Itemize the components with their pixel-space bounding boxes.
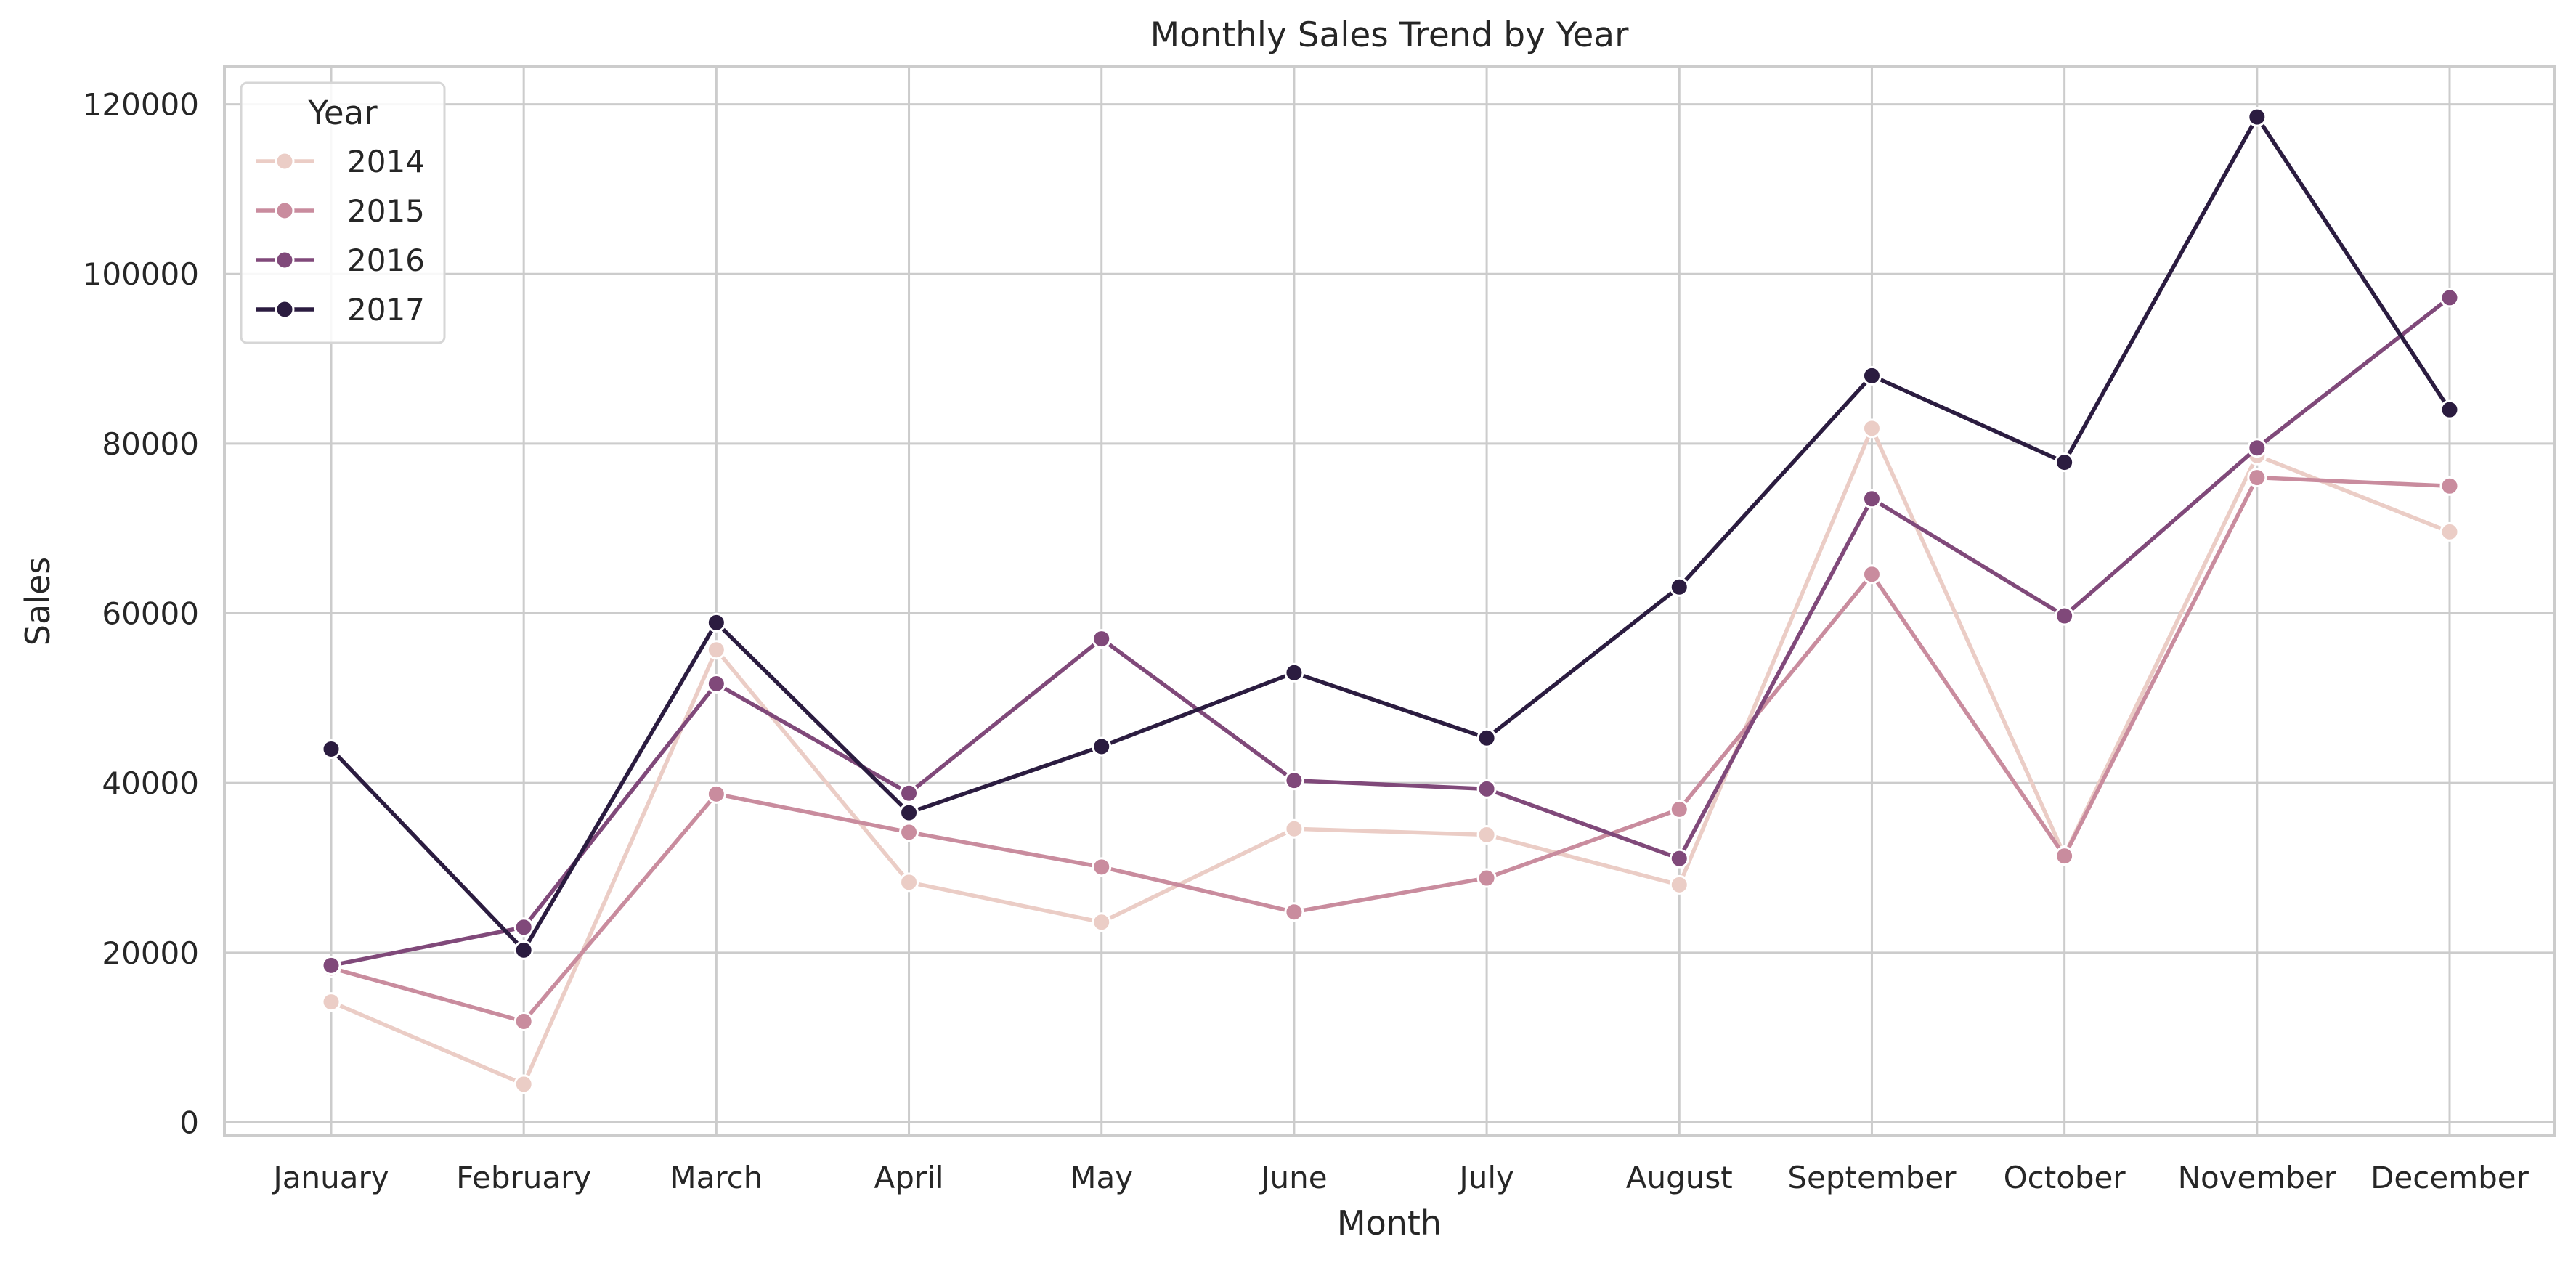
data-point: [1092, 912, 1112, 932]
series-group: [321, 107, 2460, 1094]
series-line-2015: [329, 475, 2452, 1024]
y-tick-label: 0: [179, 1105, 199, 1140]
data-point: [1861, 365, 1882, 386]
x-tick-label: December: [2370, 1160, 2530, 1195]
data-point: [2439, 521, 2460, 542]
data-point: [1861, 489, 1882, 509]
data-point: [2247, 107, 2267, 127]
data-point: [2439, 476, 2460, 496]
x-tick-label: July: [1457, 1160, 1514, 1195]
data-point: [706, 673, 726, 694]
data-point: [899, 802, 919, 823]
series-line-2016: [329, 296, 2452, 968]
data-point: [2055, 846, 2075, 866]
y-tick-label: 120000: [83, 87, 199, 123]
legend-title: Year: [307, 94, 378, 132]
data-point: [321, 992, 341, 1012]
data-point: [513, 1011, 534, 1031]
legend-label: 2016: [347, 243, 425, 278]
legend-entry-2016: 2016: [256, 243, 425, 278]
legend-marker: [275, 299, 295, 320]
data-point: [513, 917, 534, 938]
data-point: [2055, 606, 2075, 626]
legend-marker: [275, 250, 295, 270]
x-tick-label: May: [1070, 1160, 1133, 1195]
data-point: [706, 640, 726, 660]
tick-labels: 0 20000 40000 60000 80000 100000 120000 January…: [83, 87, 2530, 1195]
y-tick-label: 20000: [102, 935, 199, 971]
data-point: [1284, 818, 1304, 839]
legend-entries: 2014 2015 2016 2017: [256, 144, 425, 328]
data-point: [2055, 452, 2075, 473]
legend-entry-2015: 2015: [256, 193, 425, 229]
legend-entry-2017: 2017: [256, 292, 425, 328]
data-point: [513, 940, 534, 960]
y-axis-title: Sales: [18, 557, 57, 646]
data-point: [2247, 438, 2267, 458]
data-point: [1476, 868, 1497, 888]
x-axis-title: Month: [1337, 1203, 1442, 1243]
data-point: [2439, 288, 2460, 308]
x-tick-label: October: [2004, 1160, 2126, 1195]
data-point: [321, 739, 341, 759]
y-tick-label: 60000: [102, 596, 199, 632]
y-tick-label: 100000: [83, 256, 199, 292]
data-point: [1476, 824, 1497, 845]
data-point: [2247, 468, 2267, 488]
legend-entry-2014: 2014: [256, 144, 425, 179]
legend-marker: [275, 200, 295, 221]
legend: Year 2014 2015 2016 2017: [240, 81, 446, 344]
data-point: [1669, 848, 1689, 869]
data-point: [1092, 629, 1112, 649]
data-point: [899, 872, 919, 893]
chart-title: Monthly Sales Trend by Year: [1150, 15, 1630, 55]
data-point: [706, 784, 726, 804]
data-point: [1284, 662, 1304, 683]
plot-area: [224, 66, 2555, 1135]
data-point: [1092, 736, 1112, 757]
x-tick-label: August: [1626, 1160, 1733, 1195]
x-tick-label: February: [456, 1160, 591, 1195]
data-point: [1476, 779, 1497, 799]
data-point: [1669, 799, 1689, 819]
data-point: [1669, 874, 1689, 895]
series-2016: [321, 288, 2460, 975]
plot-frame: [223, 65, 2556, 1137]
legend-box: [240, 81, 446, 344]
data-point: [899, 783, 919, 803]
y-tick-label: 80000: [102, 426, 199, 462]
series-2017: [321, 107, 2460, 960]
series-line-2017: [329, 115, 2452, 953]
data-point: [513, 1074, 534, 1094]
data-point: [1284, 771, 1304, 791]
x-tick-label: June: [1259, 1160, 1327, 1195]
x-tick-label: September: [1787, 1160, 1957, 1195]
legend-marker: [275, 151, 295, 171]
data-point: [706, 612, 726, 633]
x-tick-label: April: [874, 1160, 944, 1195]
x-tick-label: January: [271, 1160, 389, 1195]
data-point: [1092, 857, 1112, 877]
data-point: [321, 955, 341, 975]
data-point: [1669, 577, 1689, 597]
data-point: [1476, 728, 1497, 748]
data-point: [899, 822, 919, 842]
y-tick-label: 40000: [102, 765, 199, 801]
data-point: [1284, 902, 1304, 922]
legend-label: 2014: [347, 144, 425, 179]
x-tick-label: November: [2178, 1160, 2337, 1195]
data-point: [2439, 399, 2460, 420]
legend-label: 2017: [347, 292, 425, 328]
data-point: [1861, 418, 1882, 439]
x-tick-label: March: [670, 1160, 763, 1195]
legend-label: 2015: [347, 193, 425, 229]
data-point: [1861, 564, 1882, 585]
